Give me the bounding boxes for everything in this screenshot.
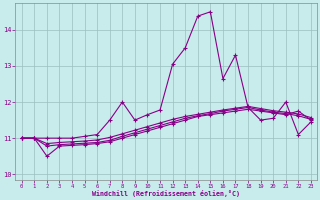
X-axis label: Windchill (Refroidissement éolien,°C): Windchill (Refroidissement éolien,°C): [92, 190, 240, 197]
